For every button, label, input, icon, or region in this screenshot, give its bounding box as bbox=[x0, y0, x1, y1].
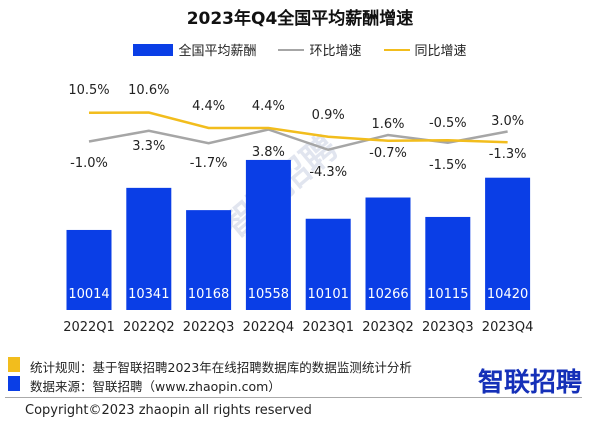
bar bbox=[186, 210, 232, 310]
data-label: 4.4% bbox=[192, 99, 225, 114]
bar bbox=[66, 229, 112, 310]
source-swatch bbox=[8, 376, 20, 391]
bar-value-label: 10558 bbox=[248, 287, 289, 302]
legend-item-yoy: 同比增速 bbox=[383, 40, 467, 59]
data-label: 3.0% bbox=[491, 114, 524, 129]
bar bbox=[305, 218, 351, 310]
legend-label: 全国平均薪酬 bbox=[178, 44, 257, 59]
legend-swatch bbox=[133, 43, 174, 56]
data-label: -1.0% bbox=[70, 156, 108, 171]
bar-value-label: 10420 bbox=[487, 287, 528, 302]
bar-value-label: 10101 bbox=[308, 287, 349, 302]
legend-swatch bbox=[383, 48, 410, 51]
data-label: 1.6% bbox=[371, 117, 404, 132]
x-tick-label: 2022Q2 bbox=[123, 320, 175, 335]
bar-value-label: 10115 bbox=[427, 287, 468, 302]
data-label: 10.5% bbox=[68, 83, 109, 98]
bar-value-label: 10014 bbox=[68, 287, 109, 302]
bar bbox=[126, 187, 172, 310]
bar-value-label: 10266 bbox=[367, 287, 408, 302]
legend-label: 同比增速 bbox=[414, 44, 467, 59]
data-label: -1.3% bbox=[489, 147, 527, 162]
divider bbox=[5, 397, 582, 398]
bar bbox=[425, 216, 471, 310]
x-tick-label: 2023Q1 bbox=[302, 320, 354, 335]
legend-item-salary: 全国平均薪酬 bbox=[133, 40, 256, 59]
stat-rule-note: 统计规则：基于智联招聘2023年在线招聘数据库的数据监测统计分析 bbox=[30, 360, 412, 375]
data-label: -1.5% bbox=[429, 158, 467, 173]
legend-swatch bbox=[278, 48, 305, 51]
data-label: 3.3% bbox=[132, 139, 165, 154]
bar-value-label: 10341 bbox=[128, 287, 169, 302]
x-tick-label: 2022Q1 bbox=[63, 320, 115, 335]
plot-area: 10014 2022Q1 10341 2022Q2 10168 2022Q3 10558 20… bbox=[63, 83, 534, 335]
data-source-note: 数据来源：智联招聘（www.zhaopin.com） bbox=[30, 379, 281, 394]
x-tick-label: 2023Q3 bbox=[422, 320, 474, 335]
data-label: 4.4% bbox=[252, 99, 285, 114]
data-label: 10.6% bbox=[128, 83, 169, 98]
x-tick-label: 2022Q3 bbox=[183, 320, 235, 335]
data-label: -4.3% bbox=[309, 165, 347, 180]
data-label: 3.8% bbox=[252, 145, 285, 160]
line-yoy bbox=[88, 111, 508, 144]
chart-title: 2023年Q4全国平均薪酬增速 bbox=[186, 9, 414, 29]
legend-label: 环比增速 bbox=[309, 44, 362, 59]
data-label: 0.9% bbox=[312, 108, 345, 123]
rule-swatch bbox=[8, 357, 20, 372]
bar bbox=[365, 197, 411, 310]
legend: 全国平均薪酬 环比增速 同比增速 bbox=[0, 40, 600, 59]
data-label: -0.7% bbox=[369, 146, 407, 161]
bar bbox=[245, 159, 291, 310]
x-tick-label: 2023Q2 bbox=[362, 320, 414, 335]
bar-value-label: 10168 bbox=[188, 287, 229, 302]
bar bbox=[485, 177, 531, 310]
data-label: -1.7% bbox=[190, 156, 228, 171]
zhaopin-logo: 智联招聘 bbox=[477, 368, 582, 398]
copyright: Copyright©2023 zhaopin all rights reserv… bbox=[25, 403, 312, 418]
data-label: -0.5% bbox=[429, 116, 467, 131]
x-tick-label: 2023Q4 bbox=[482, 320, 534, 335]
legend-item-mom: 环比增速 bbox=[278, 40, 362, 59]
x-tick-label: 2022Q4 bbox=[243, 320, 295, 335]
